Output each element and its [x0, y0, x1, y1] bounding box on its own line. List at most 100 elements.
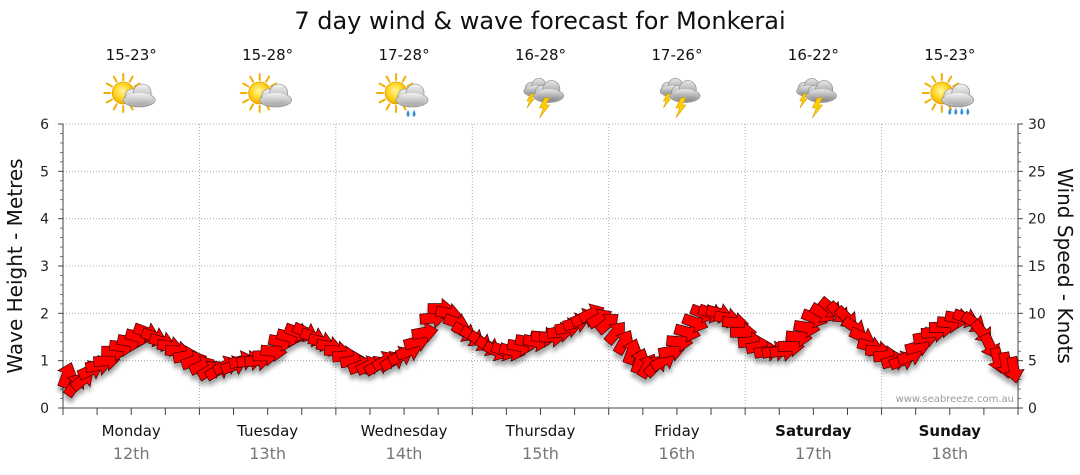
y-left-tick-label: 4: [40, 212, 49, 228]
sun-ray: [105, 82, 113, 88]
day-temperature: 15-23°: [924, 46, 975, 64]
cloud-fill: [943, 93, 972, 105]
axes: 0 1 2 3 4 5 6 0 5 10 15 20 25 30 Monday 12th Tuesday 13th…: [40, 117, 1046, 463]
sun-ray: [385, 75, 391, 83]
day-name-label: Thursday: [505, 422, 576, 440]
day-date-label: 14th: [386, 444, 423, 463]
cloud-shape: [532, 80, 564, 103]
y-left-tick-label: 6: [40, 117, 49, 133]
rain-drop: [412, 110, 416, 117]
sun-ray: [924, 98, 932, 104]
sun-ray: [947, 75, 953, 83]
storm-icon: [523, 78, 564, 119]
day-temperature: 15-28°: [242, 46, 293, 64]
day-name-label: Monday: [102, 422, 161, 440]
cloud-fill: [398, 93, 427, 105]
y-right-tick-label: 10: [1028, 306, 1046, 322]
y-left-tick-label: 1: [40, 354, 49, 370]
storm-icon: [659, 78, 701, 119]
sun-ray: [406, 82, 414, 88]
day-name-label: Sunday: [919, 422, 982, 440]
sun-cloud-icon: [239, 73, 292, 113]
sun-ray: [249, 75, 255, 83]
sun-cloud-rain-icon: [921, 73, 975, 115]
y-right-tick-label: 30: [1028, 117, 1046, 133]
lightning-bolt: [811, 97, 823, 119]
day-date-label: 18th: [931, 444, 968, 463]
day-name-label: Friday: [654, 422, 700, 440]
lightning-bolt: [662, 93, 672, 109]
sun-rays: [921, 73, 962, 113]
y-left-tick-label: 0: [40, 401, 49, 417]
sun-ray: [931, 75, 937, 83]
y-right-tick-label: 0: [1028, 401, 1037, 417]
lightning-bolt: [675, 97, 687, 119]
chart-title: 7 day wind & wave forecast for Monkerai: [294, 7, 785, 35]
y-right-tick-label: 5: [1028, 354, 1037, 370]
sun-ray: [242, 82, 250, 88]
cloud-shape: [395, 83, 429, 108]
day-temperature: 17-26°: [651, 46, 702, 64]
watermark: www.seabreeze.com.au: [896, 394, 1014, 405]
storm-icon: [796, 78, 837, 119]
weather-row: 15-23° 15-28° 17-28° 16-28° 17-26° 16-22° 15-2…: [103, 46, 975, 119]
y-right-tick-label: 15: [1028, 259, 1046, 275]
y-right-tick-label: 25: [1028, 164, 1046, 180]
y-left-tick-label: 3: [40, 259, 49, 275]
day-name-label: Saturday: [775, 422, 852, 440]
sun-ray: [401, 75, 407, 83]
lightning-bolt: [539, 97, 551, 119]
sun-ray: [385, 103, 391, 111]
wind-arrow: [1003, 356, 1025, 384]
sun-ray: [112, 103, 118, 111]
sun-ray: [931, 103, 937, 111]
sun-ray: [105, 98, 113, 104]
cloud-shape: [122, 83, 156, 108]
sun-rays: [239, 73, 280, 113]
sun-ray: [112, 75, 118, 83]
day-temperature: 15-23°: [106, 46, 157, 64]
cloud-fill: [125, 93, 154, 105]
sun-cloud-icon: [103, 73, 156, 113]
lightning-bolt: [799, 93, 808, 109]
sun-ray: [269, 82, 278, 88]
rain-drop: [948, 108, 952, 115]
cloud-shape: [259, 83, 292, 108]
grid-lines: [63, 123, 1018, 408]
wind-arrows: [57, 295, 1025, 399]
day-date-label: 15th: [522, 444, 559, 463]
sun-ray: [133, 82, 141, 88]
day-date-label: 17th: [795, 444, 832, 463]
sun-ray: [265, 75, 271, 83]
cloud-shape: [805, 80, 837, 103]
sun-ray: [378, 82, 386, 88]
sun-ray: [924, 82, 932, 88]
sun-ray: [128, 75, 134, 83]
lightning-bolt: [526, 93, 535, 109]
day-date-label: 12th: [113, 444, 150, 463]
cloud-shape: [941, 83, 975, 108]
cloud-fill: [671, 89, 699, 101]
sun-ray: [952, 82, 960, 88]
rain-drop: [960, 108, 964, 115]
sun-ray: [378, 98, 386, 104]
day-temperature: 17-28°: [379, 46, 430, 64]
sun-cloud-drizzle-icon: [376, 73, 429, 117]
y-right-tick-label: 20: [1028, 212, 1046, 228]
cloud-fill: [261, 93, 290, 105]
day-name-label: Wednesday: [361, 422, 448, 440]
cloud-shape: [669, 80, 701, 103]
y-axis-right-label: Wind Speed - Knots: [1053, 168, 1077, 364]
y-axis-left-label: Wave Height - Metres: [3, 158, 27, 373]
y-left-tick-label: 5: [40, 164, 49, 180]
rain-drop: [406, 110, 410, 117]
cloud-fill: [535, 89, 562, 101]
sun-ray: [242, 98, 250, 104]
cloud-fill: [808, 89, 835, 101]
day-temperature: 16-22°: [788, 46, 839, 64]
sun-ray: [249, 103, 255, 111]
y-left-tick-label: 2: [40, 306, 49, 322]
day-date-label: 13th: [249, 444, 286, 463]
rain-drop: [966, 108, 970, 115]
